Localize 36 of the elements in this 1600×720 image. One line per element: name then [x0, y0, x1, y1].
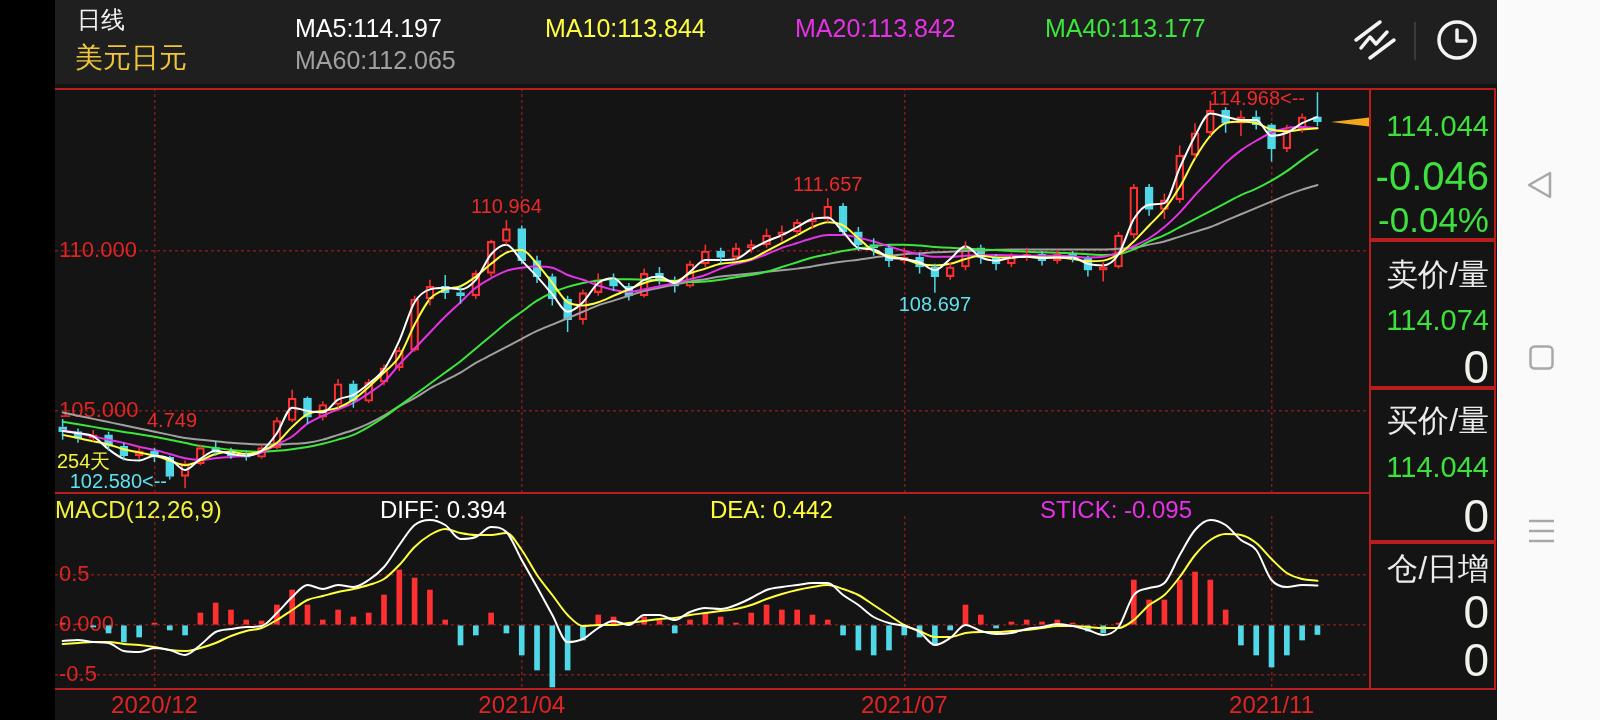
- text: MA10:113.844: [545, 14, 706, 42]
- text: MA5:114.197: [295, 14, 442, 42]
- text: 114.074: [1386, 303, 1489, 336]
- annotation: STICK: -0.095: [1040, 496, 1193, 523]
- chart-title: MACD(12,26,9): [55, 496, 222, 523]
- series-label: DIFF: 0.394: [380, 496, 507, 523]
- y-tick-label: 110.000: [59, 237, 137, 263]
- annotation: 111.657: [793, 172, 863, 195]
- text: 卖价/量: [1387, 256, 1489, 292]
- y-tick-label: -0.5: [59, 661, 97, 687]
- text: MA40:113.177: [1045, 14, 1206, 42]
- text: 114.044: [1386, 450, 1489, 483]
- text: 0: [1463, 490, 1489, 542]
- chart-subtitle: 美元日元: [75, 42, 187, 73]
- y-tick-label: 105.000: [59, 396, 139, 422]
- x-tick-label: 2021/11: [1229, 691, 1315, 719]
- text: MA20:113.842: [795, 14, 956, 42]
- x-tick-label: 2021/07: [860, 691, 948, 719]
- annotation: 114.968<--: [1209, 86, 1305, 109]
- annotation: 102.580<--: [69, 469, 167, 492]
- text: -0.046: [1375, 154, 1489, 198]
- text: 0: [1463, 341, 1489, 393]
- chart-title: 日线: [77, 6, 125, 33]
- text: 114.044: [1386, 109, 1489, 142]
- text: 买价/量: [1387, 402, 1489, 438]
- x-tick-label: 2021/04: [478, 691, 566, 719]
- y-tick-label: 0.5: [59, 561, 90, 587]
- annotation: 110.964: [471, 194, 542, 217]
- x-tick-label: 2020/12: [111, 691, 198, 719]
- text: DEA: 0.442: [710, 496, 833, 523]
- text: MA60:112.065: [295, 46, 456, 74]
- annotation: 4.749: [147, 408, 198, 431]
- text: 仓/日增: [1387, 550, 1489, 586]
- text: -0.04%: [1378, 199, 1489, 239]
- annotation: 254天: [57, 449, 111, 472]
- annotation: 108.697: [898, 293, 972, 316]
